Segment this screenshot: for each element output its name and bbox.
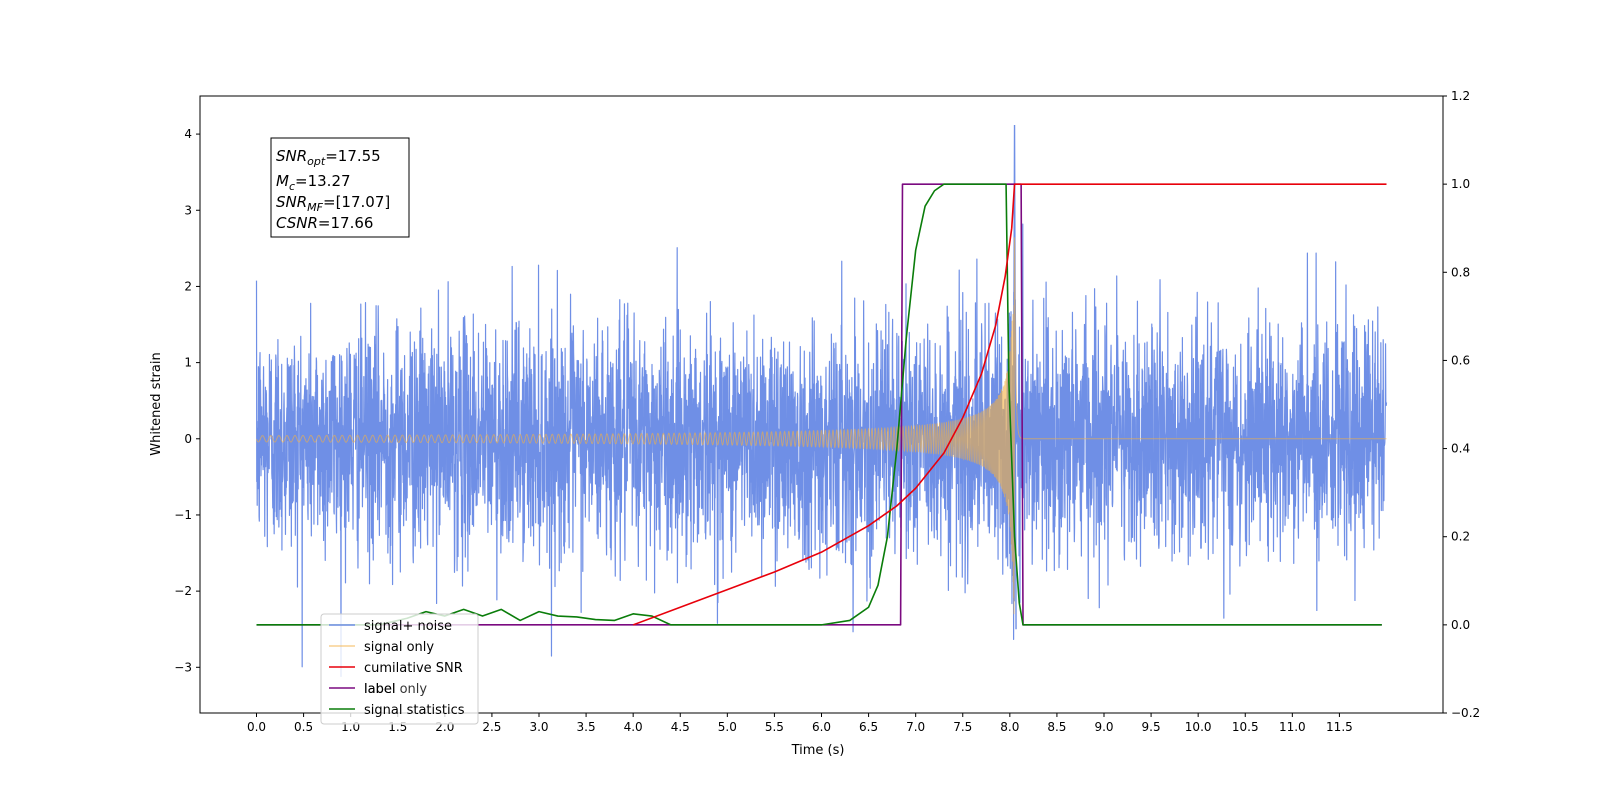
x-tick-label: 6.5 <box>859 720 878 734</box>
x-tick-label: 3.5 <box>577 720 596 734</box>
x-axis-label: Time (s) <box>791 743 845 758</box>
legend-entry-4: label only <box>364 682 427 697</box>
legend-entry-2: cumilative SNR <box>364 661 463 676</box>
info-box: SNRopt=17.55 Mc=13.27 SNRMF=[17.07] CSNR… <box>270 137 410 238</box>
legend-entry-1: signal only <box>364 640 434 655</box>
x-tick-label: 2.5 <box>482 720 501 734</box>
x-tick-label: 9.5 <box>1142 720 1161 734</box>
x-tick-label: 10.0 <box>1185 720 1212 734</box>
x-tick-label: 4.0 <box>624 720 643 734</box>
y-tick-label: −1 <box>174 508 192 522</box>
y-tick-label: 1 <box>184 356 192 370</box>
x-tick-label: 7.5 <box>953 720 972 734</box>
y-tick-label: 0 <box>184 432 192 446</box>
y-axis-label: Whitened strain <box>149 352 164 455</box>
y-tick-label: −2 <box>174 584 192 598</box>
y2-tick-label: 0.8 <box>1451 265 1470 279</box>
info-csnr: CSNR=17.66 <box>276 214 373 232</box>
y-tick-label: −3 <box>174 660 192 674</box>
y2-tick-label: 1.2 <box>1451 89 1470 103</box>
x-tick-label: 6.0 <box>812 720 831 734</box>
y2-tick-label: 0.4 <box>1451 442 1470 456</box>
info-box-frame <box>270 137 410 238</box>
legend-frame <box>320 613 479 725</box>
legend-entry-0: signal+ noise <box>364 619 452 634</box>
x-tick-label: 8.0 <box>1000 720 1019 734</box>
y-tick-label: 3 <box>184 203 192 217</box>
y2-tick-label: 0.2 <box>1451 530 1470 544</box>
y2-tick-label: 0.0 <box>1451 618 1470 632</box>
info-snr-opt: SNRopt=17.55 <box>276 147 381 168</box>
y2-tick-label: 0.6 <box>1451 353 1470 367</box>
x-tick-label: 0.5 <box>294 720 313 734</box>
x-tick-label: 9.0 <box>1094 720 1113 734</box>
x-tick-label: 7.0 <box>906 720 925 734</box>
x-tick-label: 5.0 <box>718 720 737 734</box>
y-axis-left: 4 3 2 1 0 −1 −2 −3 <box>174 127 200 674</box>
y2-tick-label: 1.0 <box>1451 177 1470 191</box>
legend: signal+ noise signal only cumilative SNR la… <box>320 613 479 725</box>
y-tick-label: 2 <box>184 279 192 293</box>
series-signal-only-line <box>256 237 1387 615</box>
plot-area <box>255 124 1388 677</box>
legend-entry-3: label <box>364 682 395 697</box>
y2-tick-label: −0.2 <box>1451 706 1480 720</box>
y-tick-label: 4 <box>184 127 192 141</box>
x-tick-label: 5.5 <box>765 720 784 734</box>
x-tick-label: 0.0 <box>247 720 266 734</box>
series-signal-noise-line <box>255 217 1388 677</box>
x-tick-label: 3.0 <box>529 720 548 734</box>
x-tick-label: 11.5 <box>1326 720 1353 734</box>
x-tick-label: 8.5 <box>1047 720 1066 734</box>
series-cumulative-snr-line <box>632 183 1387 626</box>
y-axis-right: 1.2 1.0 0.8 0.6 0.4 0.2 0.0 −0.2 <box>1443 89 1480 720</box>
x-tick-label: 11.0 <box>1279 720 1306 734</box>
x-tick-label: 10.5 <box>1232 720 1259 734</box>
info-chirp-mass: Mc=13.27 <box>276 172 351 193</box>
legend-entry-5: signal statistics <box>364 703 465 718</box>
x-tick-label: 4.5 <box>671 720 690 734</box>
info-snr-mf: SNRMF=[17.07] <box>276 193 390 214</box>
